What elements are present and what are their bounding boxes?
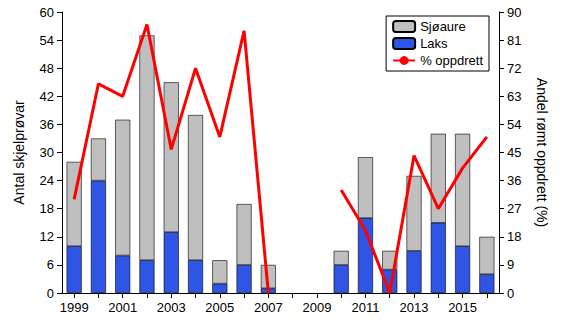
svg-text:2013: 2013 [400,300,429,315]
svg-text:90: 90 [507,5,521,20]
svg-text:2005: 2005 [205,300,234,315]
svg-text:Laks: Laks [420,36,448,51]
svg-text:18: 18 [40,201,54,216]
svg-text:63: 63 [507,89,521,104]
svg-text:27: 27 [507,201,521,216]
svg-text:2003: 2003 [157,300,186,315]
svg-text:30: 30 [40,145,54,160]
svg-text:0: 0 [507,286,514,301]
svg-text:6: 6 [47,257,54,272]
svg-text:2009: 2009 [302,300,331,315]
svg-text:54: 54 [507,117,521,132]
svg-text:60: 60 [40,5,54,20]
svg-text:24: 24 [40,173,54,188]
svg-text:9: 9 [507,257,514,272]
svg-text:36: 36 [40,117,54,132]
svg-text:0: 0 [47,286,54,301]
svg-text:2011: 2011 [351,300,379,315]
svg-text:12: 12 [40,229,54,244]
svg-text:18: 18 [507,229,521,244]
svg-text:2001: 2001 [108,300,137,315]
svg-text:48: 48 [40,61,54,76]
svg-text:81: 81 [507,33,521,48]
svg-text:1999: 1999 [60,300,89,315]
svg-text:Andel rømt oppdrett (%): Andel rømt oppdrett (%) [534,78,550,227]
svg-text:36: 36 [507,173,521,188]
svg-text:72: 72 [507,61,521,76]
svg-text:45: 45 [507,145,521,160]
svg-text:2015: 2015 [448,300,477,315]
svg-text:2007: 2007 [254,300,283,315]
svg-text:54: 54 [40,33,54,48]
svg-text:42: 42 [40,89,54,104]
svg-text:% oppdrett: % oppdrett [420,53,483,68]
svg-text:Sjøaure: Sjøaure [420,19,466,34]
svg-text:Antal skjelprøvar: Antal skjelprøvar [11,100,27,205]
